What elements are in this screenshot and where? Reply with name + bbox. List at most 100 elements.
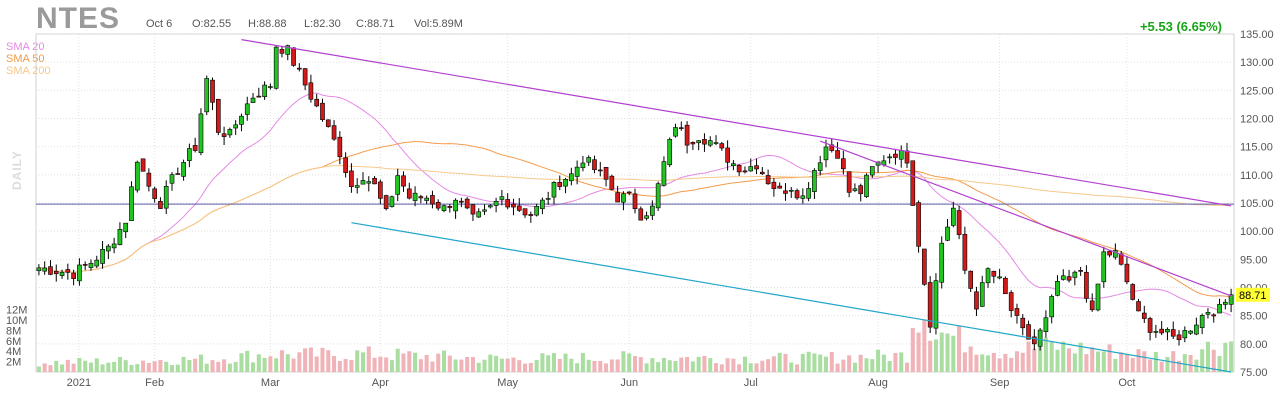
volume-bar — [60, 364, 65, 372]
volume-tick-label: 2M — [6, 357, 21, 369]
candle-body — [111, 243, 117, 249]
x-tick-label: 2021 — [67, 377, 91, 389]
candle-body — [916, 202, 921, 247]
volume-bar — [355, 350, 360, 372]
legend-sma-20: SMA 20 — [6, 41, 45, 53]
volume-bar — [505, 358, 510, 372]
candle-body — [736, 165, 742, 173]
candle-body — [42, 267, 48, 272]
candle-body — [823, 146, 829, 161]
candle-body — [933, 280, 939, 329]
candle-body — [626, 191, 632, 194]
volume-bar — [77, 358, 82, 372]
volume-bar — [54, 360, 59, 372]
candle-body — [910, 160, 916, 206]
volume-bar — [1136, 349, 1141, 372]
volume-bar — [760, 360, 765, 372]
candle-body — [401, 175, 406, 187]
volume-bar — [719, 364, 724, 372]
volume-bar — [1205, 341, 1210, 372]
volume-bar — [413, 352, 418, 372]
volume-bar — [551, 353, 557, 372]
volume-bar — [962, 352, 967, 372]
y-tick-label: 130.00 — [1240, 57, 1274, 69]
x-tick-label: Jul — [744, 377, 758, 389]
candle-body — [898, 150, 904, 160]
volume-bar — [1113, 358, 1118, 372]
candle-body — [146, 172, 152, 187]
x-tick-label: Feb — [145, 377, 164, 389]
volume-bar — [158, 359, 163, 372]
volume-bar — [42, 363, 47, 372]
volume-bar — [1176, 360, 1182, 372]
candle-body — [864, 174, 869, 197]
volume-bar — [216, 361, 221, 372]
volume-bar — [117, 357, 122, 372]
volume-bar — [771, 356, 776, 372]
volume-bar — [1217, 355, 1222, 372]
volume-tick-label: 10M — [6, 315, 27, 327]
volume-bar — [129, 364, 134, 372]
candle-body — [117, 229, 123, 245]
candle-body — [1130, 284, 1136, 300]
candle-body — [719, 143, 725, 149]
x-tick-label: May — [497, 377, 518, 389]
candle-body — [644, 215, 649, 219]
candle-body — [511, 203, 516, 208]
volume-bar — [401, 353, 406, 372]
volume-bar — [858, 354, 863, 372]
candle-body — [1147, 318, 1153, 333]
candle-body — [337, 136, 343, 158]
volume-bar — [256, 354, 261, 372]
volume-bar — [112, 361, 117, 372]
candle-body — [308, 82, 314, 100]
volume-bar — [1130, 357, 1135, 372]
candle-body — [175, 173, 181, 175]
volume-bar — [459, 359, 464, 372]
quote-date: Oct 6 — [146, 18, 173, 30]
volume-bar — [233, 361, 238, 372]
candle-body — [366, 181, 372, 184]
candle-body — [314, 98, 320, 107]
candle-body — [968, 270, 973, 289]
candle-body — [1055, 281, 1060, 296]
candle-body — [227, 129, 233, 136]
volume-bar — [1003, 353, 1008, 372]
y-tick-label: 95.00 — [1240, 254, 1268, 266]
candle-body — [476, 211, 482, 218]
volume-bar — [152, 361, 157, 372]
candle-body — [638, 208, 644, 221]
volume-bar — [632, 356, 638, 372]
candle-body — [597, 169, 603, 172]
volume-bar — [326, 350, 331, 372]
y-tick-label: 135.00 — [1240, 29, 1274, 41]
volume-bar — [1148, 359, 1153, 372]
volume-bar — [424, 354, 429, 372]
candle-body — [499, 196, 505, 200]
candle-body — [239, 115, 244, 125]
volume-bar — [904, 362, 910, 372]
candle-body — [869, 166, 875, 176]
candle-body — [962, 233, 968, 271]
volume-bar — [563, 353, 568, 372]
candle-body — [904, 150, 910, 164]
candle-body — [1217, 304, 1222, 314]
candle-body — [956, 210, 962, 235]
volume-bar — [540, 353, 545, 372]
volume-bar — [818, 354, 823, 372]
candle-body — [754, 165, 759, 170]
candle-body — [684, 124, 690, 146]
volume-bar — [279, 350, 284, 372]
candle-body — [661, 161, 667, 186]
volume-bar — [303, 348, 308, 372]
x-tick-label: Aug — [868, 377, 888, 389]
candle-body — [696, 140, 701, 144]
volume-bar — [1223, 342, 1228, 372]
candle-body — [36, 267, 42, 272]
volume-bar — [187, 359, 192, 372]
candle-body — [615, 192, 620, 203]
volume-bar — [742, 356, 747, 372]
candle-body — [887, 156, 892, 159]
candle-body — [939, 242, 945, 283]
